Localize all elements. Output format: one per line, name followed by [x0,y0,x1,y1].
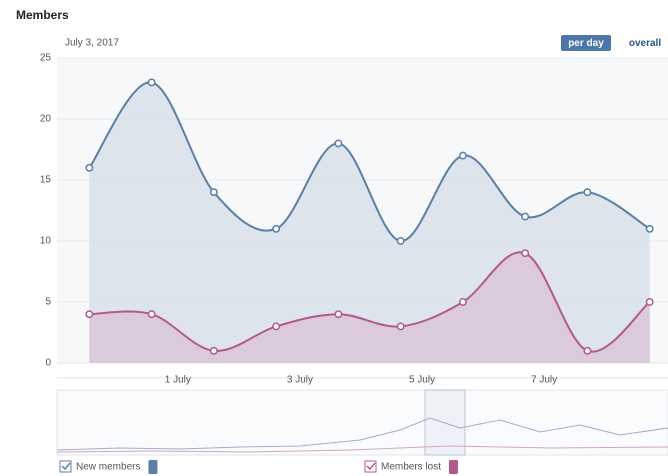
x-tick-label: 5 July [409,375,435,386]
point [272,322,281,331]
per-day-label[interactable]: per day [568,38,604,49]
x-tick-label: 1 July [165,375,191,386]
legend-label: New members [76,462,140,473]
point [396,237,405,245]
area [89,252,650,363]
y-tick-label: 20 [40,114,52,125]
point [272,224,281,233]
date-label: July 3, 2017 [65,38,119,49]
legend-swatch [148,460,158,474]
point [645,298,654,306]
point [147,78,156,87]
y-tick-label: 5 [45,297,51,308]
point [209,346,218,355]
chart-title: Members [16,8,69,22]
point [334,310,343,319]
x-tick-label: 7 July [531,375,557,386]
legend-label: Members lost [381,462,441,473]
point [85,163,94,172]
legend-check [366,462,376,471]
point [521,249,530,258]
x-tick-label: 3 July [287,375,313,386]
navigator-line [56,445,668,453]
legend-checkbox[interactable] [364,460,377,473]
y-tick-label: 0 [45,358,51,369]
overall-button[interactable]: overall [629,38,661,49]
point [521,212,530,221]
point [396,322,405,331]
line [88,81,651,243]
point [85,310,94,319]
point [458,298,467,306]
point [645,224,654,233]
point [583,346,592,355]
per-day-button[interactable] [561,35,611,51]
line [89,251,651,353]
y-tick-label: 10 [40,236,52,247]
legend-swatch [449,460,459,474]
point [583,188,592,197]
y-tick-label: 25 [40,53,52,64]
y-tick-label: 15 [40,175,52,186]
point [334,139,343,148]
point [209,188,218,197]
navigator-line [56,417,668,451]
navigator[interactable] [56,389,668,456]
point [458,151,467,160]
legend-check [61,462,71,471]
legend-checkbox[interactable] [59,460,72,473]
point [147,310,156,319]
